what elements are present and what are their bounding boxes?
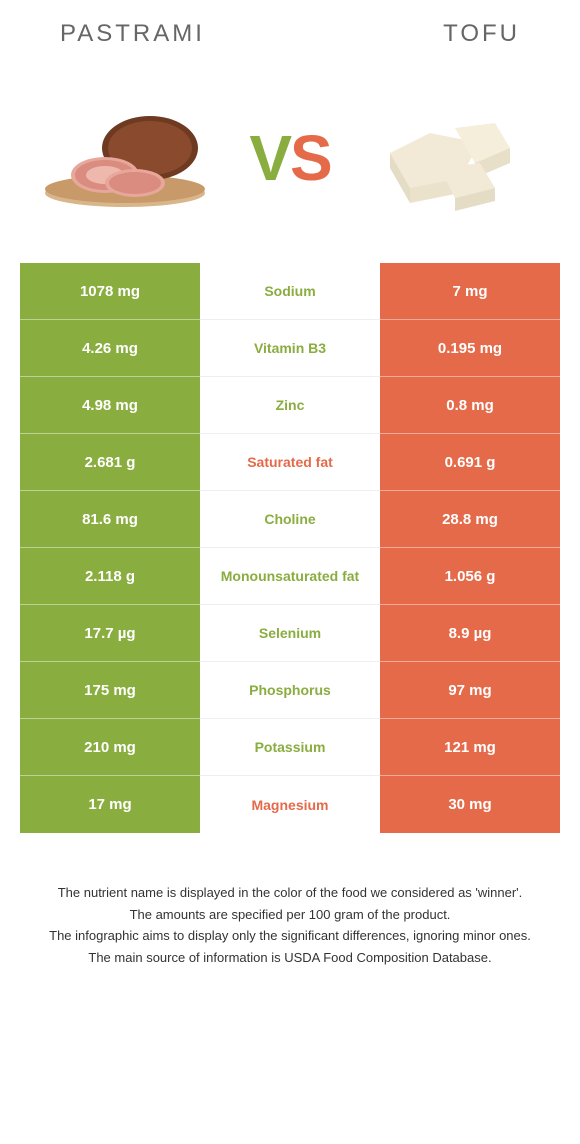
footnote-line: The nutrient name is displayed in the co… bbox=[30, 883, 550, 903]
table-row: 17.7 µgSelenium8.9 µg bbox=[20, 605, 560, 662]
hero-row: VS bbox=[0, 63, 580, 263]
cell-left-value: 17.7 µg bbox=[20, 605, 200, 662]
cell-left-value: 2.681 g bbox=[20, 434, 200, 491]
cell-left-value: 175 mg bbox=[20, 662, 200, 719]
comparison-table: 1078 mgSodium7 mg4.26 mgVitamin B30.195 … bbox=[20, 263, 560, 833]
infographic-container: PASTRAMI TOFU VS bbox=[0, 0, 580, 1144]
cell-left-value: 17 mg bbox=[20, 776, 200, 833]
header-left-title: PASTRAMI bbox=[60, 20, 205, 48]
table-row: 210 mgPotassium121 mg bbox=[20, 719, 560, 776]
footnotes: The nutrient name is displayed in the co… bbox=[0, 833, 580, 989]
cell-left-value: 4.98 mg bbox=[20, 377, 200, 434]
cell-right-value: 97 mg bbox=[380, 662, 560, 719]
pastrami-image bbox=[40, 93, 220, 223]
cell-left-value: 210 mg bbox=[20, 719, 200, 776]
cell-nutrient-label: Potassium bbox=[200, 719, 380, 776]
table-row: 4.26 mgVitamin B30.195 mg bbox=[20, 320, 560, 377]
cell-nutrient-label: Selenium bbox=[200, 605, 380, 662]
table-row: 1078 mgSodium7 mg bbox=[20, 263, 560, 320]
cell-nutrient-label: Monounsaturated fat bbox=[200, 548, 380, 605]
cell-right-value: 0.8 mg bbox=[380, 377, 560, 434]
vs-v: V bbox=[249, 122, 290, 194]
cell-right-value: 0.691 g bbox=[380, 434, 560, 491]
table-row: 2.681 gSaturated fat0.691 g bbox=[20, 434, 560, 491]
cell-nutrient-label: Sodium bbox=[200, 263, 380, 320]
cell-right-value: 1.056 g bbox=[380, 548, 560, 605]
cell-left-value: 1078 mg bbox=[20, 263, 200, 320]
cell-left-value: 2.118 g bbox=[20, 548, 200, 605]
table-row: 2.118 gMonounsaturated fat1.056 g bbox=[20, 548, 560, 605]
tofu-icon bbox=[360, 93, 540, 223]
tofu-image bbox=[360, 93, 540, 223]
footnote-line: The infographic aims to display only the… bbox=[30, 926, 550, 946]
cell-right-value: 0.195 mg bbox=[380, 320, 560, 377]
cell-right-value: 30 mg bbox=[380, 776, 560, 833]
pastrami-icon bbox=[40, 93, 220, 223]
vs-s: S bbox=[290, 122, 331, 194]
cell-nutrient-label: Phosphorus bbox=[200, 662, 380, 719]
footnote-line: The amounts are specified per 100 gram o… bbox=[30, 905, 550, 925]
cell-right-value: 121 mg bbox=[380, 719, 560, 776]
header: PASTRAMI TOFU bbox=[0, 0, 580, 63]
footnote-line: The main source of information is USDA F… bbox=[30, 948, 550, 968]
table-row: 175 mgPhosphorus97 mg bbox=[20, 662, 560, 719]
cell-right-value: 7 mg bbox=[380, 263, 560, 320]
cell-nutrient-label: Choline bbox=[200, 491, 380, 548]
cell-nutrient-label: Saturated fat bbox=[200, 434, 380, 491]
cell-nutrient-label: Magnesium bbox=[200, 776, 380, 833]
cell-nutrient-label: Vitamin B3 bbox=[200, 320, 380, 377]
table-row: 4.98 mgZinc0.8 mg bbox=[20, 377, 560, 434]
cell-left-value: 4.26 mg bbox=[20, 320, 200, 377]
cell-left-value: 81.6 mg bbox=[20, 491, 200, 548]
vs-label: VS bbox=[249, 121, 330, 195]
table-row: 81.6 mgCholine28.8 mg bbox=[20, 491, 560, 548]
header-right-title: TOFU bbox=[443, 20, 520, 48]
cell-right-value: 8.9 µg bbox=[380, 605, 560, 662]
table-row: 17 mgMagnesium30 mg bbox=[20, 776, 560, 833]
cell-nutrient-label: Zinc bbox=[200, 377, 380, 434]
cell-right-value: 28.8 mg bbox=[380, 491, 560, 548]
